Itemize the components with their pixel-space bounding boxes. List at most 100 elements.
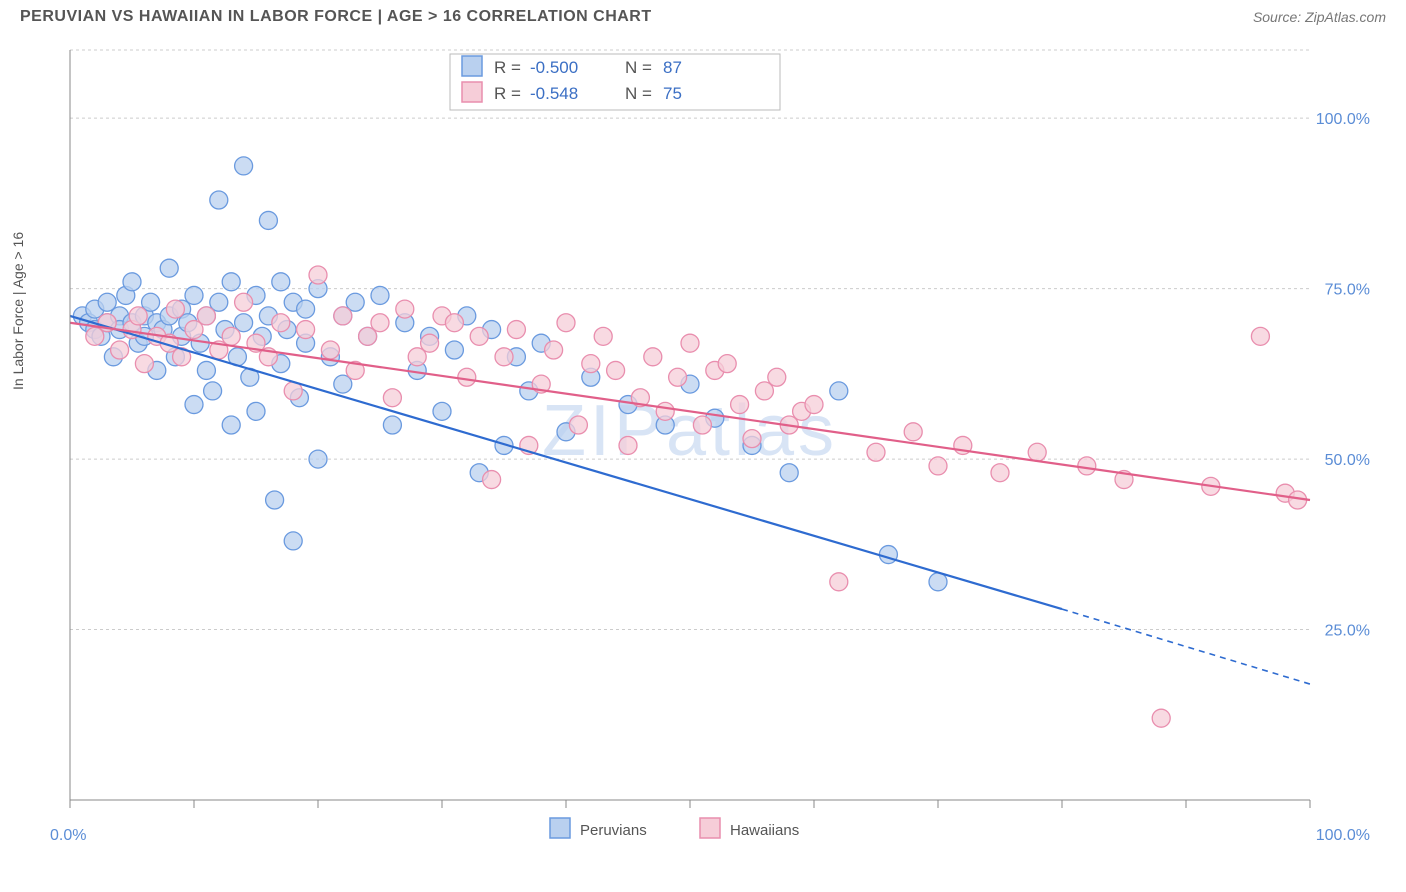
scatter-point [371,286,389,304]
legend-n-label: N = [625,84,652,103]
scatter-point [222,273,240,291]
scatter-point [321,341,339,359]
scatter-point [197,361,215,379]
scatter-point [1078,457,1096,475]
legend-swatch [550,818,570,838]
scatter-point [830,573,848,591]
scatter-point [235,293,253,311]
chart-title: PERUVIAN VS HAWAIIAN IN LABOR FORCE | AG… [20,8,652,26]
scatter-point [879,546,897,564]
scatter-point [1152,709,1170,727]
scatter-point [929,457,947,475]
scatter-point [495,348,513,366]
x-tick-label: 100.0% [1316,827,1370,844]
scatter-point [1251,327,1269,345]
scatter-point [433,402,451,420]
scatter-point [297,300,315,318]
trend-line-extrapolated [1062,609,1310,684]
scatter-point [135,355,153,373]
scatter-point [458,368,476,386]
scatter-point [594,327,612,345]
scatter-point [619,436,637,454]
legend-label: Hawaiians [730,822,799,839]
scatter-point [129,307,147,325]
y-tick-label: 100.0% [1316,111,1370,128]
scatter-point [266,491,284,509]
scatter-point [805,396,823,414]
scatter-point [197,307,215,325]
scatter-point [210,191,228,209]
scatter-point [309,450,327,468]
scatter-point [929,573,947,591]
scatter-point [371,314,389,332]
scatter-point [470,327,488,345]
legend-n-value: 87 [663,58,682,77]
scatter-point [222,327,240,345]
scatter-point [681,334,699,352]
scatter-point [731,396,749,414]
scatter-point [867,443,885,461]
scatter-point [247,402,265,420]
scatter-point [123,273,141,291]
legend-n-label: N = [625,58,652,77]
scatter-point [904,423,922,441]
legend-r-value: -0.548 [530,84,578,103]
y-tick-label: 50.0% [1325,452,1370,469]
scatter-point [693,416,711,434]
scatter-point [166,300,184,318]
correlation-chart: 25.0%50.0%75.0%100.0%ZIPatlas0.0%100.0%R… [20,30,1386,850]
scatter-point [204,382,222,400]
scatter-point [334,307,352,325]
scatter-point [545,341,563,359]
legend-n-value: 75 [663,84,682,103]
scatter-point [669,368,687,386]
chart-source: Source: ZipAtlas.com [1253,9,1386,25]
scatter-point [607,361,625,379]
scatter-point [830,382,848,400]
scatter-point [309,266,327,284]
scatter-point [297,321,315,339]
scatter-point [185,286,203,304]
scatter-point [259,211,277,229]
scatter-point [235,157,253,175]
scatter-point [160,259,178,277]
y-axis-label: In Labor Force | Age > 16 [10,232,26,390]
scatter-point [383,389,401,407]
x-tick-label: 0.0% [50,827,86,844]
scatter-point [718,355,736,373]
scatter-point [582,355,600,373]
scatter-point [768,368,786,386]
scatter-point [656,402,674,420]
scatter-point [272,314,290,332]
scatter-point [569,416,587,434]
scatter-point [284,532,302,550]
scatter-point [396,300,414,318]
legend-swatch [462,56,482,76]
scatter-point [991,464,1009,482]
scatter-point [743,430,761,448]
legend-r-value: -0.500 [530,58,578,77]
legend-r-label: R = [494,84,521,103]
chart-container: In Labor Force | Age > 16 25.0%50.0%75.0… [20,30,1386,850]
scatter-point [1028,443,1046,461]
scatter-point [222,416,240,434]
scatter-point [483,471,501,489]
legend-r-label: R = [494,58,521,77]
chart-header: PERUVIAN VS HAWAIIAN IN LABOR FORCE | AG… [0,0,1406,30]
scatter-point [111,341,129,359]
scatter-point [557,314,575,332]
legend-swatch [700,818,720,838]
trend-line [70,316,1062,609]
scatter-point [383,416,401,434]
legend-swatch [462,82,482,102]
scatter-point [185,396,203,414]
scatter-point [445,314,463,332]
legend-label: Peruvians [580,822,647,839]
scatter-point [272,273,290,291]
scatter-point [421,334,439,352]
y-tick-label: 25.0% [1325,623,1370,640]
scatter-point [445,341,463,359]
scatter-point [644,348,662,366]
y-tick-label: 75.0% [1325,282,1370,299]
scatter-point [507,321,525,339]
